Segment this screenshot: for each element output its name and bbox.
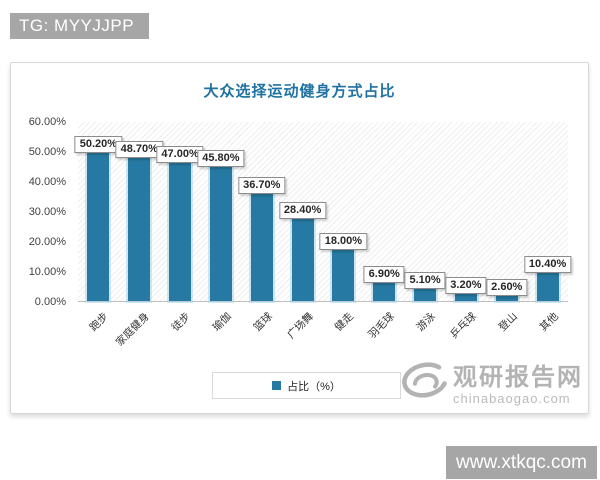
bar-羽毛球 [373,280,396,301]
bar-徒步 [169,160,192,301]
bar-value-label: 2.60% [486,279,528,297]
bar-瑜伽 [209,163,232,301]
chart-title: 大众选择运动健身方式占比 [203,83,396,100]
bar-value-label: 50.20% [74,136,123,154]
y-axis-tick-label: 30.00% [28,206,66,218]
legend: 占比（%） [212,372,401,399]
plot-area: 50.20% 48.70% 47.00% 45.80% 36.70% 28.40% 18.0… [74,122,572,349]
y-axis-tick-label: 60.00% [28,116,66,128]
logo-site-name: 观研报告网 [453,364,583,391]
bar-篮球 [250,190,273,301]
chinabaogao-logo-icon [398,361,448,410]
bar-value-label: 6.90% [363,266,405,284]
bar-家庭健身 [128,154,151,301]
bar-value-label: 28.40% [278,201,327,219]
bar-value-label: 10.40% [523,255,572,273]
legend-label: 占比（%） [287,380,341,393]
logo-site-domain: chinabaogao.com [453,391,571,406]
bar-其他 [536,269,559,301]
url-watermark-banner: www.xtkqc.com [446,446,597,479]
y-axis-tick-label: 0.00% [34,296,66,308]
y-axis-tick-label: 20.00% [28,236,66,248]
bar-健走 [332,247,355,301]
bar-value-label: 45.80% [197,149,245,167]
y-axis-tick-label: 50.00% [28,146,66,158]
bar-value-label: 47.00% [156,146,204,163]
legend-marker [272,381,282,390]
y-axis-tick-label: 10.00% [28,266,66,278]
bar-value-label: 18.00% [319,233,368,250]
bar-广场舞 [291,215,314,301]
bar-value-label: 3.20% [445,277,487,295]
bar-登山 [495,293,518,301]
tg-watermark-badge: TG: MYYJJPP [10,13,149,39]
bar-value-label: 48.70% [115,140,163,158]
y-axis-tick-label: 40.00% [28,176,66,188]
bar-乒乓球 [454,291,477,301]
bar-游泳 [414,285,437,301]
chinabaogao-logo: 观研报告网 chinabaogao.com [398,361,583,410]
bar-跑步 [87,150,110,301]
bar-value-label: 36.70% [238,176,286,194]
bar-value-label: 5.10% [404,271,446,289]
